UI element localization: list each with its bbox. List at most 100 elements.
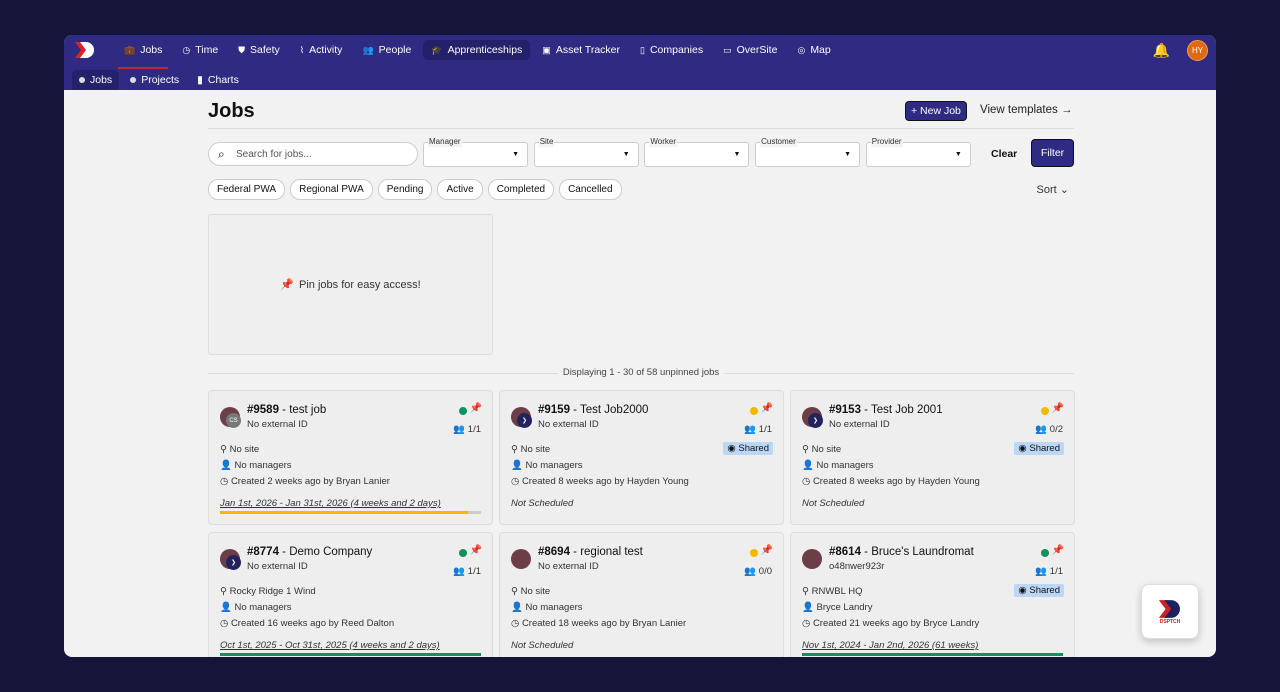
clock-icon: ◷ [511, 618, 520, 629]
job-title[interactable]: #9159 - Test Job2000 [538, 404, 648, 416]
filter-chip[interactable]: Pending [377, 179, 433, 200]
person-icon: 👤 [511, 602, 523, 613]
created-row: ◷ Created 18 weeks ago by Bryan Lanier [511, 618, 687, 629]
job-card[interactable]: CS #9589 - test job No external ID 📌 👥 1… [208, 390, 493, 525]
subnav-charts[interactable]: ▮ Charts [190, 70, 246, 90]
subnav-projects[interactable]: Projects [123, 70, 186, 90]
filter-chip[interactable]: Regional PWA [290, 179, 373, 200]
external-id: No external ID [247, 561, 308, 572]
site-row: ⚲ No site [220, 444, 260, 455]
progress-bar [802, 653, 1063, 656]
caret-down-icon: ▼ [844, 151, 852, 158]
pinned-jobs-area: 📌 Pin jobs for easy access! [208, 214, 493, 355]
pin-icon[interactable]: 📌 [1051, 545, 1064, 556]
job-title[interactable]: #9589 - test job [247, 404, 326, 416]
provider-select[interactable]: Provider ▼ [865, 137, 971, 167]
new-job-button[interactable]: + New Job [905, 101, 967, 121]
status-dot [1041, 407, 1049, 415]
dsptch-widget-button[interactable]: DSPTCH [1141, 584, 1199, 639]
select-label: Customer [760, 137, 797, 147]
pin-icon[interactable]: 📌 [760, 545, 773, 556]
job-name: - Test Job 2001 [860, 404, 943, 416]
clock-icon: ◷ [220, 476, 229, 487]
clear-button[interactable]: Clear [991, 148, 1018, 160]
nav-companies[interactable]: ▯ Companies [632, 40, 711, 60]
external-id: No external ID [247, 419, 308, 430]
job-card[interactable]: ❯ #9159 - Test Job2000 No external ID 📌 … [499, 390, 784, 525]
job-card[interactable]: #8694 - regional test No external ID 📌 👥… [499, 532, 784, 657]
search-input[interactable]: ⌕ Search for jobs... [208, 142, 418, 166]
dsptch-icon: ❯ [230, 560, 237, 566]
status-dot [750, 407, 758, 415]
people-icon: 👥 [1035, 424, 1048, 435]
person-icon: 👤 [220, 460, 232, 471]
caret-down-icon: ▼ [512, 151, 519, 158]
filter-chip[interactable]: Cancelled [559, 179, 622, 200]
nav-apprenticeships[interactable]: 🎓 Apprenticeships [423, 40, 531, 60]
worker-count: 👥 1/1 [1035, 566, 1063, 577]
job-card[interactable]: ❯ #9153 - Test Job 2001 No external ID 📌… [790, 390, 1075, 525]
site-select[interactable]: Site ▼ [533, 137, 639, 167]
pin-icon[interactable]: 📌 [469, 545, 482, 556]
page-title: Jobs [208, 100, 255, 122]
subnav-jobs[interactable]: Jobs [72, 70, 120, 90]
created-row: ◷ Created 8 weeks ago by Hayden Young [511, 476, 689, 487]
filter-chip[interactable]: Completed [487, 179, 555, 200]
worker-select[interactable]: Worker ▼ [644, 137, 750, 167]
location-icon: ⚲ [511, 586, 518, 597]
person-icon: 👤 [511, 460, 523, 471]
nav-activity[interactable]: ⌇ Activity [292, 40, 351, 60]
view-templates-link[interactable]: View templates → [980, 104, 1073, 116]
nav-asset-tracker[interactable]: ▣ Asset Tracker [534, 40, 628, 60]
sort-label: Sort [1036, 184, 1057, 196]
managers-row: 👤 No managers [220, 460, 292, 471]
worker-count: 👥 1/1 [744, 424, 772, 435]
clock-icon: ◷ [802, 476, 811, 487]
managers-row: 👤 Bryce Landry [802, 602, 873, 613]
select-label: Worker [649, 137, 678, 147]
job-number: #9153 [829, 404, 861, 416]
progress-fill [802, 653, 1063, 656]
dot-icon [130, 77, 137, 83]
site-row: ⚲ Rocky Ridge 1 Wind [220, 586, 316, 597]
pin-icon[interactable]: 📌 [469, 403, 482, 414]
nav-jobs[interactable]: 💼 Jobs [116, 40, 170, 69]
logo-icon[interactable] [74, 41, 96, 59]
nav-time[interactable]: ◷ Time [174, 40, 226, 60]
clock-icon: ◷ [511, 476, 520, 487]
schedule-dates: Not Scheduled [511, 640, 574, 651]
job-card[interactable]: #8614 - Bruce's Laundromat o48nwer923r 📌… [790, 532, 1075, 657]
pin-icon[interactable]: 📌 [1051, 403, 1064, 414]
dsptch-logo-icon [1158, 599, 1180, 618]
customer-select[interactable]: Customer ▼ [755, 137, 861, 167]
nav-oversite[interactable]: ▭ OverSite [715, 40, 785, 60]
nav-map[interactable]: ◎ Map [789, 40, 838, 60]
secondary-avatar: ❯ [808, 413, 823, 428]
search-icon: ⌕ [218, 147, 225, 161]
caret-down-icon: ▼ [954, 151, 962, 158]
status-dot [459, 549, 467, 557]
caret-down-icon: ▼ [622, 151, 630, 158]
nav-safety[interactable]: ⛊ Safety [230, 40, 288, 60]
manager-select[interactable]: Manager ▼ [423, 137, 528, 167]
nav-label: Jobs [140, 44, 163, 56]
folder-icon: ▣ [542, 44, 551, 55]
filter-chip[interactable]: Active [437, 179, 483, 200]
progress-bar [220, 511, 481, 514]
job-title[interactable]: #8694 - regional test [538, 546, 643, 558]
job-card[interactable]: ❯ #8774 - Demo Company No external ID 📌 … [208, 532, 493, 657]
filter-chip[interactable]: Federal PWA [208, 179, 286, 200]
job-title[interactable]: #8774 - Demo Company [247, 546, 372, 558]
nav-people[interactable]: 👥 People [354, 40, 419, 60]
created-row: ◷ Created 2 weeks ago by Bryan Lanier [220, 476, 390, 487]
user-avatar[interactable]: HY [1187, 40, 1208, 61]
job-title[interactable]: #9153 - Test Job 2001 [829, 404, 943, 416]
bell-icon[interactable]: 🔔 [1152, 42, 1170, 58]
filter-button[interactable]: Filter [1031, 139, 1074, 167]
clock-icon: ◷ [802, 618, 811, 629]
progress-fill [220, 511, 468, 514]
schedule-dates: Jan 1st, 2026 - Jan 31st, 2026 (4 weeks … [220, 498, 441, 509]
sort-dropdown[interactable]: Sort ⌄ [1037, 183, 1069, 196]
pin-icon[interactable]: 📌 [760, 403, 773, 414]
job-title[interactable]: #8614 - Bruce's Laundromat [829, 546, 974, 558]
